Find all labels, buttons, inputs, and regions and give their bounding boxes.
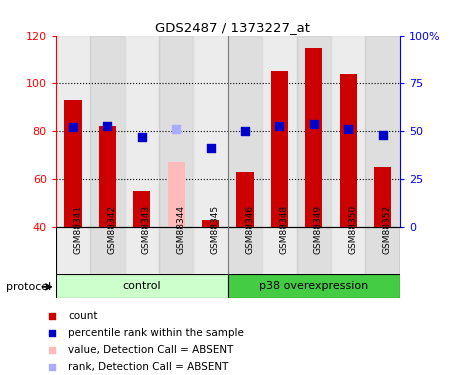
Bar	[193, 227, 228, 276]
Text: count: count	[68, 311, 97, 321]
Text: GSM88341: GSM88341	[73, 205, 82, 254]
Bar	[125, 36, 159, 227]
Bar	[365, 36, 400, 227]
Bar	[331, 36, 365, 227]
Bar	[56, 227, 90, 276]
Point	[69, 124, 77, 130]
Text: GSM88345: GSM88345	[211, 205, 219, 254]
Text: GSM88344: GSM88344	[176, 205, 185, 254]
Point	[48, 363, 55, 369]
Bar	[228, 227, 262, 276]
Text: GSM88350: GSM88350	[348, 205, 357, 254]
Bar	[193, 36, 228, 227]
Text: control: control	[122, 281, 161, 291]
Text: GSM88343: GSM88343	[142, 205, 151, 254]
Bar	[159, 227, 193, 276]
Bar	[297, 227, 331, 276]
Bar	[125, 227, 159, 276]
Bar	[133, 191, 150, 322]
Text: protocol: protocol	[6, 282, 51, 292]
Point	[173, 126, 180, 132]
Point	[48, 330, 55, 336]
Bar	[262, 227, 297, 276]
Text: p38 overexpression: p38 overexpression	[259, 281, 368, 291]
Text: GSM88348: GSM88348	[279, 205, 288, 254]
Bar	[56, 36, 90, 227]
Text: percentile rank within the sample: percentile rank within the sample	[68, 328, 244, 338]
Point	[345, 126, 352, 132]
Bar	[305, 48, 322, 322]
Text: rank, Detection Call = ABSENT: rank, Detection Call = ABSENT	[68, 362, 228, 372]
Bar	[262, 36, 297, 227]
Point	[379, 132, 386, 138]
FancyBboxPatch shape	[56, 274, 228, 298]
Bar	[90, 36, 125, 227]
Bar	[99, 126, 116, 322]
Bar	[374, 167, 391, 322]
Bar	[271, 72, 288, 322]
Bar	[297, 36, 331, 227]
Bar	[339, 74, 357, 322]
FancyBboxPatch shape	[228, 274, 400, 298]
Point	[48, 346, 55, 352]
Bar	[167, 162, 185, 322]
Bar	[236, 172, 253, 322]
Point	[138, 134, 146, 140]
Text: value, Detection Call = ABSENT: value, Detection Call = ABSENT	[68, 345, 233, 355]
Text: GSM88352: GSM88352	[383, 205, 392, 254]
Point	[241, 128, 249, 134]
Point	[207, 146, 214, 152]
Text: GSM88342: GSM88342	[107, 205, 116, 254]
Bar	[159, 36, 193, 227]
Point	[310, 121, 318, 127]
Bar	[90, 227, 125, 276]
Bar	[202, 220, 219, 322]
Bar	[331, 227, 365, 276]
Text: GDS2487 / 1373227_at: GDS2487 / 1373227_at	[155, 21, 310, 34]
Bar	[365, 227, 400, 276]
Bar	[64, 100, 81, 322]
Text: GSM88349: GSM88349	[314, 205, 323, 254]
Point	[276, 123, 283, 129]
Bar	[228, 36, 262, 227]
Point	[48, 313, 55, 319]
Text: GSM88346: GSM88346	[245, 205, 254, 254]
Point	[104, 123, 111, 129]
